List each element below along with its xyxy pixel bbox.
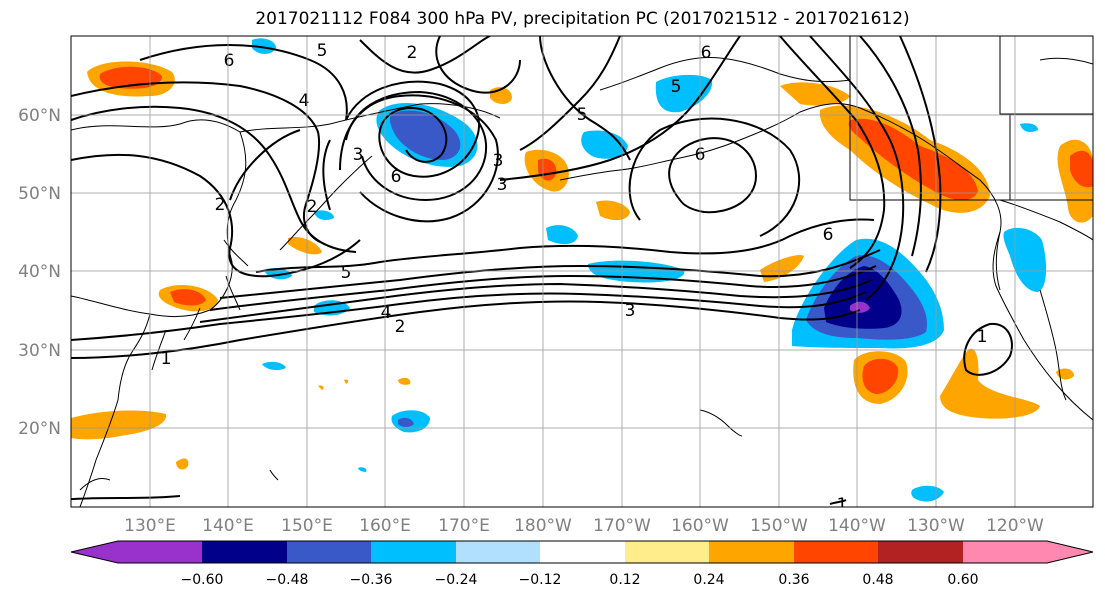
colorbar-tick-label: −0.48 <box>266 572 309 588</box>
contour-label: 3 <box>353 145 364 165</box>
contour-label: 5 <box>341 263 352 283</box>
colorbar-cell <box>794 541 878 563</box>
colorbar-tick-label: −0.12 <box>519 572 562 588</box>
lon-label: 150°W <box>750 516 808 536</box>
contour-label: 1 <box>161 349 172 369</box>
contour-label: 3 <box>493 151 504 171</box>
colorbar-cell <box>625 541 709 563</box>
contour-label: 6 <box>823 225 834 245</box>
lon-label: 170°E <box>438 516 490 536</box>
lon-label: 140°E <box>202 516 254 536</box>
graticule <box>71 36 1093 507</box>
coastlines <box>71 36 1093 507</box>
colorbar-cells <box>70 540 1094 564</box>
colorbar-tick-label: −0.60 <box>181 572 224 588</box>
colorbar-outline <box>70 540 1094 564</box>
colorbar-cell <box>963 541 1047 563</box>
pv-contours <box>71 36 1013 505</box>
latitude-axis: 60°N 50°N 40°N 30°N 20°N <box>18 106 61 439</box>
colorbar-extend-min <box>71 541 118 563</box>
lon-label: 160°E <box>359 516 411 536</box>
contour-label: 5 <box>671 77 682 97</box>
contour-label: 4 <box>299 91 310 111</box>
contour-label: 1 <box>837 495 848 515</box>
lat-label-60n: 60°N <box>18 106 61 126</box>
colorbar-tick-label: 0.12 <box>609 572 640 588</box>
contour-label: 4 <box>381 303 392 323</box>
colorbar-tick-label: 0.24 <box>693 572 724 588</box>
colorbar-ticks: −0.60 −0.48 −0.36 −0.24 −0.12 0.12 0.24 … <box>181 572 979 588</box>
colorbar-tick-label: −0.36 <box>350 572 393 588</box>
colorbar-extend-max <box>1047 541 1093 563</box>
lat-label-50n: 50°N <box>18 184 61 204</box>
lat-label-30n: 30°N <box>18 341 61 361</box>
colorbar-cell <box>878 541 963 563</box>
lat-label-40n: 40°N <box>18 262 61 282</box>
lon-label: 160°W <box>671 516 729 536</box>
contour-label: 5 <box>317 41 328 61</box>
colorbar-cell <box>709 541 794 563</box>
precip-negative-anomalies <box>252 38 1047 502</box>
colorbar-cell <box>371 541 456 563</box>
colorbar-tick-label: 0.60 <box>947 572 978 588</box>
lon-label: 180°W <box>514 516 572 536</box>
contour-label: 2 <box>407 43 418 63</box>
contour-label: 2 <box>307 197 318 217</box>
contour-label: 2 <box>215 195 226 215</box>
lon-label: 130°W <box>907 516 965 536</box>
lat-label-20n: 20°N <box>18 419 61 439</box>
lon-label: 150°E <box>281 516 333 536</box>
lon-label: 140°W <box>828 516 886 536</box>
contour-label: 3 <box>497 175 508 195</box>
map-frame <box>70 35 1094 508</box>
colorbar-tick-label: −0.24 <box>435 572 478 588</box>
contour-label: 2 <box>395 317 406 337</box>
colorbar-cell <box>202 541 287 563</box>
colorbar: −0.60 −0.48 −0.36 −0.24 −0.12 0.12 0.24 … <box>70 540 1094 588</box>
map-title: 2017021112 F084 300 hPa PV, precipitatio… <box>255 9 910 29</box>
lon-label: 120°W <box>986 516 1044 536</box>
contour-label: 6 <box>391 167 402 187</box>
contour-label: 1 <box>977 327 988 347</box>
lon-label: 130°E <box>124 516 176 536</box>
colorbar-cell <box>456 541 540 563</box>
colorbar-cell <box>118 541 202 563</box>
contour-label: 3 <box>625 301 636 321</box>
colorbar-tick-label: 0.36 <box>778 572 809 588</box>
colorbar-cell <box>287 541 371 563</box>
lon-label: 170°W <box>593 516 651 536</box>
longitude-axis: 130°E 140°E 150°E 160°E 170°E 180°W 170°… <box>124 516 1044 536</box>
colorbar-tick-label: 0.48 <box>862 572 893 588</box>
colorbar-cell <box>540 541 625 563</box>
contour-label: 6 <box>701 43 712 63</box>
contour-label: 6 <box>224 51 235 71</box>
